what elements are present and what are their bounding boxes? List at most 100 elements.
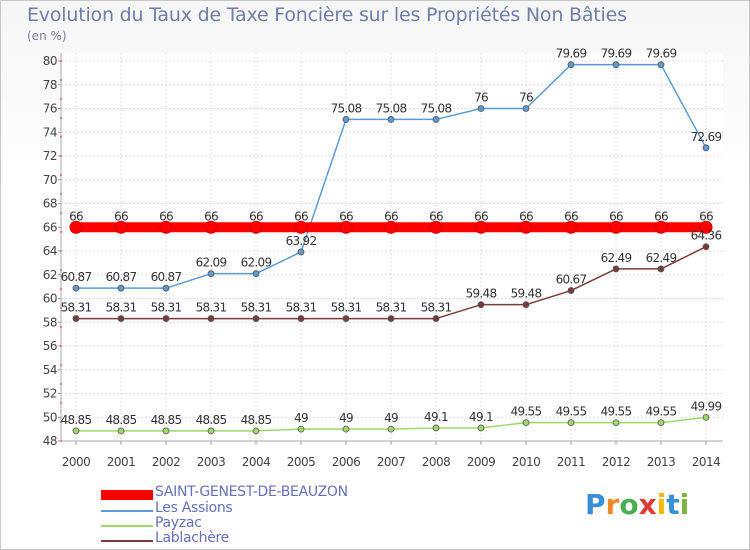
data-point-les-assions <box>477 105 485 112</box>
data-label-saint-genest: 66 <box>249 209 263 223</box>
data-label-payzac: 49.99 <box>691 399 722 413</box>
data-label-payzac: 48.85 <box>241 413 272 427</box>
data-label-saint-genest: 66 <box>474 209 488 223</box>
y-tick-label: 72 <box>43 149 57 163</box>
x-tick-label: 2000 <box>62 455 91 469</box>
data-point-lablachere <box>162 315 170 322</box>
legend-swatch <box>101 540 153 542</box>
data-label-saint-genest: 66 <box>294 209 308 223</box>
x-tick-label: 2007 <box>377 455 406 469</box>
x-tick-label: 2005 <box>287 455 316 469</box>
logo-letter: P <box>585 488 606 521</box>
data-point-payzac <box>162 427 170 435</box>
data-label-saint-genest: 66 <box>114 209 128 223</box>
data-label-les-assions: 60.87 <box>151 270 182 284</box>
data-point-les-assions <box>567 61 575 69</box>
y-tick-label: 56 <box>43 339 57 353</box>
data-point-payzac <box>432 424 440 432</box>
logo-letter: t <box>666 488 680 521</box>
data-label-les-assions: 72.69 <box>691 130 722 144</box>
chart-title: Evolution du Taux de Taxe Foncière sur l… <box>27 4 627 26</box>
y-tick-label: 54 <box>43 363 57 377</box>
data-point-payzac <box>657 419 665 426</box>
data-label-payzac: 49.55 <box>556 405 587 419</box>
data-point-saint-genest <box>609 220 623 234</box>
data-point-payzac <box>252 427 260 435</box>
data-point-saint-genest <box>474 220 488 234</box>
data-label-les-assions: 63.92 <box>286 234 317 248</box>
x-tick-label: 2008 <box>422 455 451 469</box>
data-label-saint-genest: 66 <box>384 209 398 223</box>
data-point-les-assions <box>297 248 305 256</box>
data-point-payzac <box>612 419 620 426</box>
data-point-saint-genest <box>249 220 263 234</box>
data-label-saint-genest: 66 <box>699 209 713 223</box>
data-point-lablachere <box>387 315 395 322</box>
logo-letter: o <box>619 488 639 521</box>
logo-letter: i <box>679 488 690 521</box>
data-label-lablachere: 58.31 <box>196 301 227 315</box>
y-tick-label: 58 <box>43 315 57 329</box>
data-label-les-assions: 75.08 <box>376 101 407 115</box>
data-label-payzac: 49.55 <box>646 405 677 419</box>
data-point-saint-genest <box>204 220 218 234</box>
data-point-les-assions <box>162 284 170 292</box>
data-label-lablachere: 58.31 <box>61 301 92 315</box>
y-tick-label: 74 <box>43 125 57 139</box>
data-label-lablachere: 58.31 <box>331 301 362 315</box>
data-label-lablachere: 58.31 <box>151 301 182 315</box>
data-label-lablachere: 64.36 <box>691 229 722 243</box>
data-point-lablachere <box>72 315 80 322</box>
legend-label: Payzac <box>155 515 202 531</box>
data-point-lablachere <box>477 301 485 309</box>
data-label-les-assions: 79.69 <box>556 47 587 61</box>
data-label-les-assions: 62.09 <box>241 256 272 270</box>
data-point-payzac <box>297 425 305 433</box>
data-point-saint-genest <box>564 220 578 234</box>
y-tick-label: 48 <box>43 434 57 448</box>
y-tick-label: 52 <box>43 387 57 401</box>
data-label-payzac: 48.85 <box>151 413 182 427</box>
data-point-les-assions <box>72 284 80 292</box>
data-point-payzac <box>117 427 125 435</box>
data-label-saint-genest: 66 <box>429 209 443 223</box>
data-point-lablachere <box>252 315 260 322</box>
y-tick-label: 68 <box>43 197 57 211</box>
data-label-saint-genest: 66 <box>204 209 218 223</box>
data-label-saint-genest: 66 <box>609 209 623 223</box>
proxiti-logo: Proxiti <box>585 488 689 521</box>
legend-swatch <box>101 510 153 512</box>
y-tick-label: 76 <box>43 102 57 116</box>
data-label-les-assions: 62.09 <box>196 256 227 270</box>
data-point-payzac <box>342 425 350 433</box>
logo-letter: i <box>656 488 667 521</box>
x-tick-label: 2012 <box>602 455 631 469</box>
data-point-les-assions <box>207 270 215 278</box>
data-point-payzac <box>702 413 710 421</box>
data-label-payzac: 49 <box>294 411 308 425</box>
x-tick-label: 2014 <box>692 455 721 469</box>
data-point-lablachere <box>117 315 125 322</box>
data-point-lablachere <box>702 243 710 251</box>
data-label-payzac: 48.85 <box>61 413 92 427</box>
y-tick-label: 64 <box>43 244 57 258</box>
data-point-lablachere <box>207 315 215 322</box>
y-tick-label: 50 <box>43 410 57 424</box>
data-point-saint-genest <box>159 220 173 234</box>
data-label-saint-genest: 66 <box>159 209 173 223</box>
data-label-lablachere: 59.48 <box>511 287 542 301</box>
data-point-payzac <box>522 419 530 426</box>
data-label-les-assions: 75.08 <box>421 101 452 115</box>
data-point-les-assions <box>657 61 665 69</box>
data-point-les-assions <box>522 105 530 112</box>
x-tick-label: 2001 <box>107 455 136 469</box>
y-tick-label: 60 <box>43 292 57 306</box>
data-point-les-assions <box>702 144 710 152</box>
data-label-saint-genest: 66 <box>519 209 533 223</box>
y-tick-label: 70 <box>43 173 57 187</box>
data-point-payzac <box>387 425 395 433</box>
y-tick-label: 78 <box>43 78 57 92</box>
x-tick-label: 2004 <box>242 455 271 469</box>
y-tick-label: 80 <box>43 54 57 68</box>
